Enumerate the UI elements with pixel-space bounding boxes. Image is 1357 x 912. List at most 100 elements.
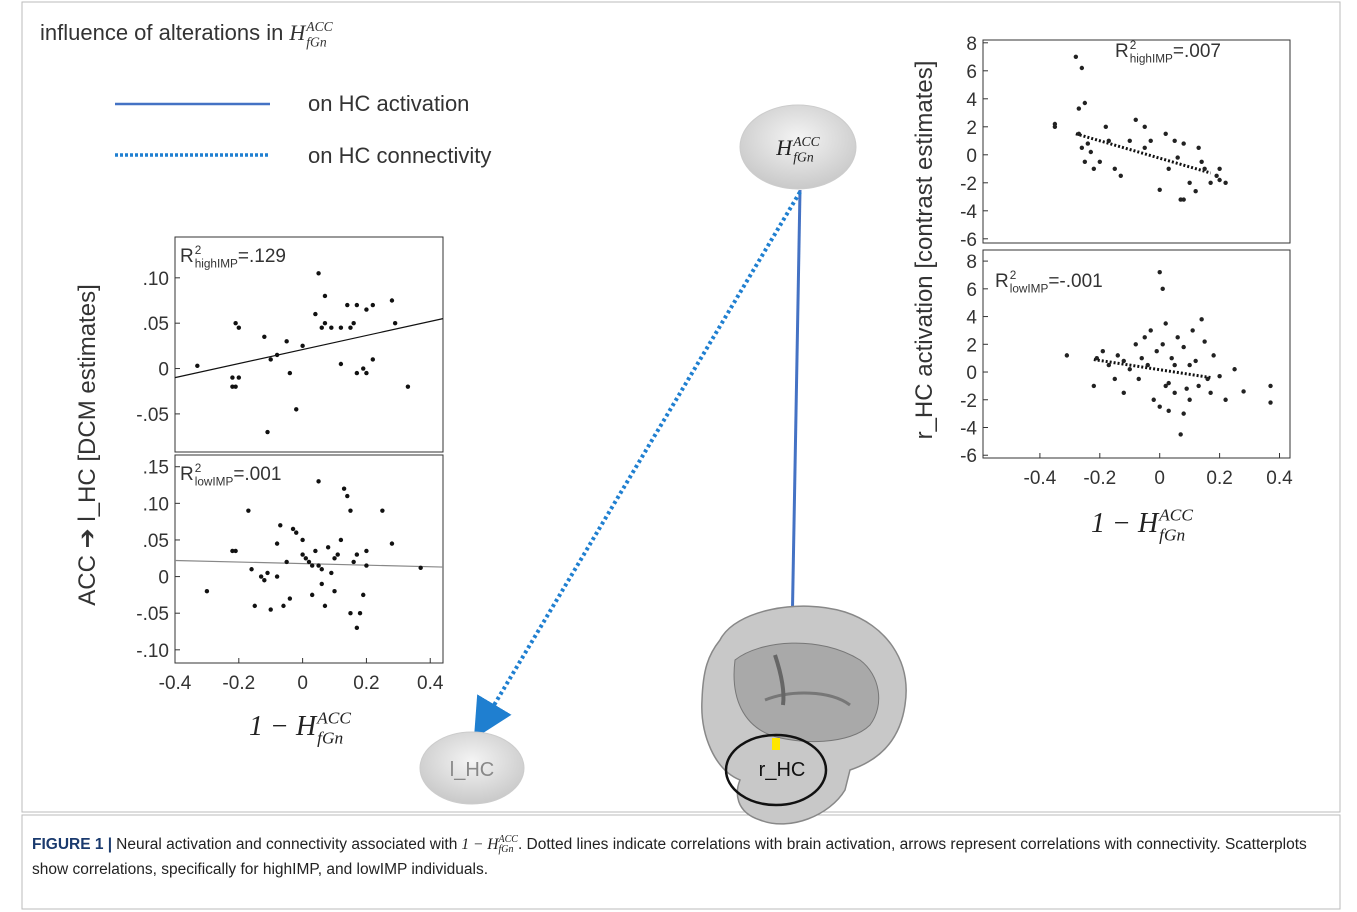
point: [1074, 55, 1078, 59]
point: [1208, 391, 1212, 395]
point: [1083, 101, 1087, 105]
point: [1134, 118, 1138, 122]
point: [1268, 400, 1272, 404]
caption: FIGURE 1 |Neural activation and connecti…: [32, 832, 1328, 882]
point: [249, 567, 253, 571]
point: [205, 589, 209, 593]
point: [316, 479, 320, 483]
math-base: H: [288, 20, 306, 45]
math: 1 − HACCfGn: [249, 708, 351, 747]
point: [275, 574, 279, 578]
point: [1161, 287, 1165, 291]
math-base: 1 − H: [249, 711, 318, 742]
y-tick-label: 8: [966, 34, 977, 55]
point: [1232, 367, 1236, 371]
point: [1092, 384, 1096, 388]
point: [275, 353, 279, 357]
point: [237, 326, 241, 330]
point: [1149, 328, 1153, 332]
point: [269, 607, 273, 611]
node-label: r_HC: [759, 759, 806, 781]
point: [233, 384, 237, 388]
point: [1190, 328, 1194, 332]
point: [262, 335, 266, 339]
math-subscript: lowIMP: [1010, 283, 1049, 296]
math: R2lowIMP=-.001: [995, 269, 1103, 296]
point: [326, 545, 330, 549]
point: [1101, 349, 1105, 353]
point: [1217, 374, 1221, 378]
point: [1202, 339, 1206, 343]
y-tick-label: 8: [966, 252, 977, 273]
point: [320, 582, 324, 586]
point: [355, 371, 359, 375]
page: on HC activation on HC connectivity infl…: [0, 0, 1357, 912]
point: [348, 611, 352, 615]
y-axis-label: ACC ➔ l_HC [DCM estimates]: [74, 284, 101, 606]
point: [1211, 353, 1215, 357]
point: [1223, 398, 1227, 402]
x-tick-label: 0: [1154, 468, 1165, 489]
math-base: R: [180, 246, 194, 267]
point: [1181, 197, 1185, 201]
math-base: R: [1115, 41, 1129, 62]
point: [1196, 146, 1200, 150]
point: [323, 321, 327, 325]
point: [1140, 356, 1144, 360]
math-text: =.007: [1173, 41, 1221, 62]
point: [304, 556, 308, 560]
point: [1178, 432, 1182, 436]
point: [1113, 167, 1117, 171]
point: [259, 574, 263, 578]
x-tick-label: 0.4: [1266, 468, 1293, 489]
brain-slice: [702, 606, 906, 824]
y-tick-label: 0: [966, 363, 977, 384]
point: [345, 303, 349, 307]
point: [1187, 181, 1191, 185]
point: [364, 549, 368, 553]
point: [1065, 353, 1069, 357]
point: [1104, 125, 1108, 129]
y-tick-label: 6: [966, 280, 977, 301]
math-base: H: [775, 135, 793, 160]
activation-arrow: [792, 190, 800, 636]
point: [262, 578, 266, 582]
point: [1107, 139, 1111, 143]
point: [269, 357, 273, 361]
point: [1092, 167, 1096, 171]
point: [1169, 356, 1173, 360]
x-tick-label: 0: [297, 673, 308, 694]
point: [246, 508, 250, 512]
point: [342, 486, 346, 490]
x-tick-label: -0.2: [1083, 468, 1116, 489]
point: [1098, 160, 1102, 164]
point: [1134, 342, 1138, 346]
point: [1193, 359, 1197, 363]
legend-label: on HC connectivity: [308, 143, 491, 168]
point: [316, 271, 320, 275]
math-superscript: 2: [195, 462, 202, 475]
point: [313, 549, 317, 553]
point: [390, 298, 394, 302]
point: [1128, 139, 1132, 143]
point: [310, 563, 314, 567]
point: [233, 321, 237, 325]
math-superscript: ACC: [792, 134, 820, 149]
y-tick-label: 4: [966, 308, 977, 329]
x-tick-label: 0.2: [353, 673, 379, 694]
point: [1164, 321, 1168, 325]
point: [1181, 141, 1185, 145]
point: [371, 303, 375, 307]
y-tick-label: .05: [143, 531, 169, 552]
point: [323, 294, 327, 298]
point: [1116, 353, 1120, 357]
y-tick-label: 0: [158, 568, 169, 589]
point: [364, 307, 368, 311]
point: [1161, 342, 1165, 346]
y-tick-label: -6: [960, 446, 977, 467]
point: [418, 566, 422, 570]
point: [390, 541, 394, 545]
y-tick-label: -.05: [136, 405, 169, 426]
point: [393, 321, 397, 325]
point: [1202, 167, 1206, 171]
